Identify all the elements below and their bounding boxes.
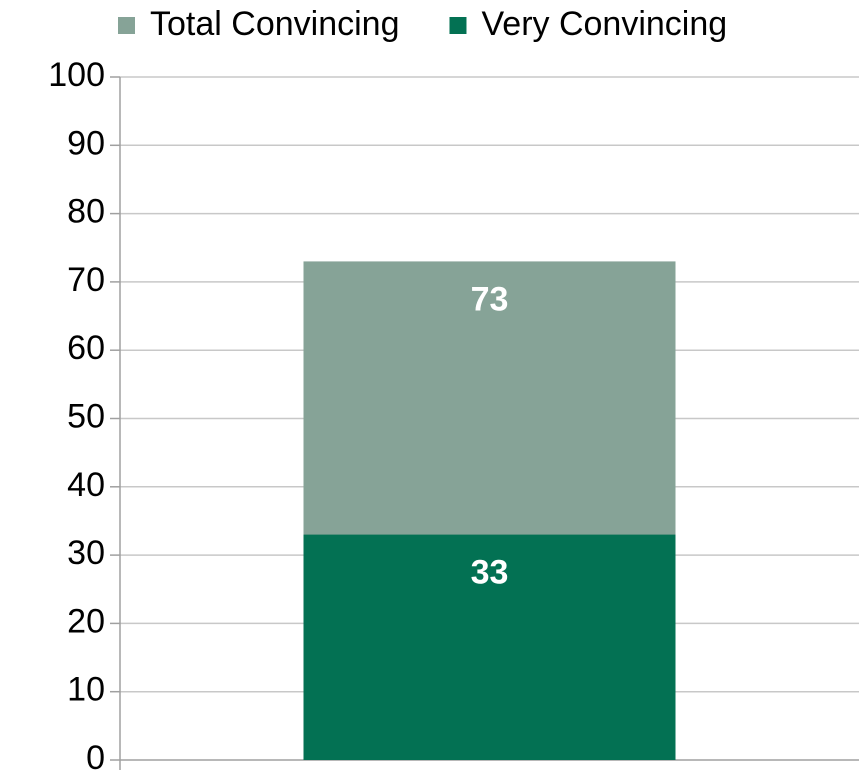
y-tick-label: 30 [67, 534, 105, 572]
bar [303, 534, 676, 760]
y-tick-label: 80 [67, 193, 105, 231]
data-label: 73 [471, 280, 509, 318]
y-tick-label: 60 [67, 329, 105, 367]
y-tick-label: 0 [86, 739, 105, 774]
legend-label: Total Convincing [150, 5, 399, 43]
y-tick-label: 90 [67, 124, 105, 162]
legend-swatch [118, 17, 135, 34]
data-label: 33 [471, 554, 509, 592]
y-tick-label: 20 [67, 602, 105, 640]
y-tick-label: 70 [67, 261, 105, 299]
y-tick-label: 100 [48, 56, 105, 94]
y-tick-label: 50 [67, 397, 105, 435]
legend-label: Very Convincing [481, 5, 727, 43]
legend-swatch [449, 17, 467, 34]
y-tick-label: 10 [67, 671, 105, 709]
y-tick-label: 40 [67, 466, 105, 504]
